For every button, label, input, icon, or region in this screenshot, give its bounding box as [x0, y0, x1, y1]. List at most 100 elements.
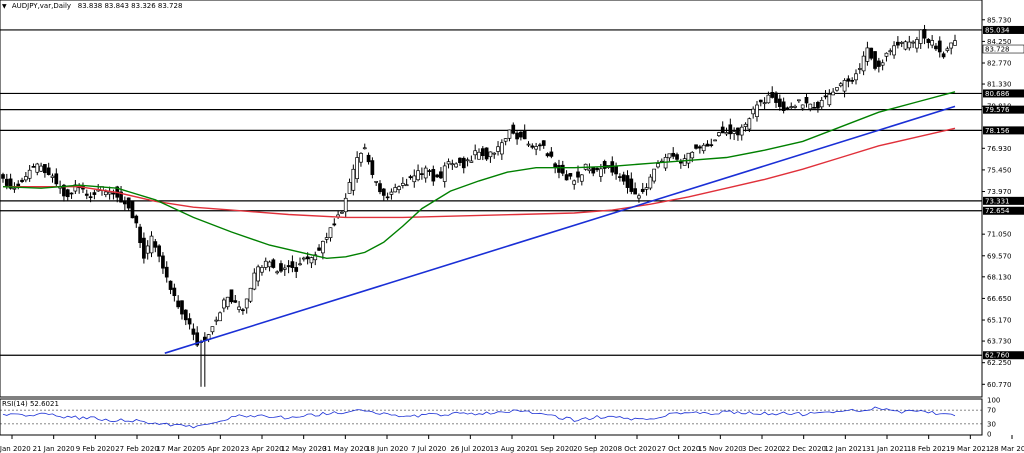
candle-body[interactable]	[134, 215, 139, 224]
candle-body[interactable]	[595, 167, 599, 171]
candle-body[interactable]	[290, 261, 295, 268]
candle-body[interactable]	[362, 147, 367, 150]
candle-body[interactable]	[88, 196, 93, 199]
candle-body[interactable]	[614, 166, 618, 175]
candle-body[interactable]	[43, 164, 47, 174]
candle-body[interactable]	[46, 167, 51, 175]
candle-body[interactable]	[176, 300, 181, 308]
trend-line[interactable]	[164, 105, 956, 354]
candle-body[interactable]	[431, 169, 436, 182]
candle-body[interactable]	[732, 131, 736, 134]
candle-body[interactable]	[8, 178, 13, 189]
candle-body[interactable]	[519, 131, 523, 138]
candle-body[interactable]	[50, 175, 55, 178]
candle-body[interactable]	[698, 146, 702, 149]
candle-body[interactable]	[869, 47, 874, 59]
candle-body[interactable]	[751, 108, 756, 115]
candle-body[interactable]	[214, 319, 219, 322]
candle-body[interactable]	[945, 48, 950, 51]
candle-body[interactable]	[301, 257, 306, 260]
candle-body[interactable]	[892, 45, 896, 56]
candle-body[interactable]	[884, 52, 889, 57]
candle-body[interactable]	[621, 174, 626, 182]
candle-body[interactable]	[359, 152, 363, 163]
candle-body[interactable]	[816, 101, 820, 109]
candle-body[interactable]	[797, 99, 801, 102]
candle-body[interactable]	[39, 165, 43, 172]
candle-body[interactable]	[35, 163, 40, 173]
candle-body[interactable]	[423, 167, 428, 179]
candle-body[interactable]	[343, 197, 348, 213]
candle-body[interactable]	[720, 126, 725, 134]
candle-body[interactable]	[183, 309, 188, 321]
candle-body[interactable]	[717, 132, 721, 137]
candle-body[interactable]	[244, 298, 249, 309]
candle-body[interactable]	[317, 247, 321, 251]
candle-body[interactable]	[20, 179, 24, 182]
candle-body[interactable]	[823, 95, 828, 98]
candle-body[interactable]	[412, 175, 417, 183]
moving-average-long-line[interactable]	[3, 127, 956, 219]
candle-body[interactable]	[427, 170, 432, 172]
candle-body[interactable]	[640, 188, 645, 192]
candle-body[interactable]	[701, 144, 706, 152]
candle-body[interactable]	[404, 184, 409, 187]
candle-body[interactable]	[804, 97, 809, 104]
candle-body[interactable]	[374, 181, 379, 183]
candle-body[interactable]	[656, 163, 660, 168]
candle-body[interactable]	[926, 38, 931, 43]
candle-body[interactable]	[332, 223, 337, 226]
candle-body[interactable]	[496, 146, 500, 152]
candle-body[interactable]	[484, 147, 489, 160]
candle-body[interactable]	[218, 312, 222, 322]
candle-body[interactable]	[480, 148, 485, 157]
candle-body[interactable]	[477, 151, 481, 160]
candle-body[interactable]	[256, 266, 260, 282]
candle-body[interactable]	[739, 126, 744, 136]
candle-body[interactable]	[896, 41, 900, 46]
candle-body[interactable]	[195, 332, 200, 346]
candle-body[interactable]	[747, 118, 752, 130]
candle-body[interactable]	[69, 192, 74, 195]
candle-body[interactable]	[461, 157, 466, 169]
dropdown-triangle-icon[interactable]: ▼	[2, 3, 7, 10]
candle-body[interactable]	[671, 152, 676, 157]
candle-body[interactable]	[922, 29, 927, 39]
candle-body[interactable]	[442, 165, 447, 182]
candle-body[interactable]	[545, 153, 550, 157]
candle-body[interactable]	[625, 175, 630, 188]
candle-body[interactable]	[488, 151, 493, 158]
candle-body[interactable]	[899, 42, 904, 44]
candle-body[interactable]	[953, 40, 957, 46]
candle-body[interactable]	[831, 91, 835, 96]
candle-body[interactable]	[397, 186, 401, 190]
candle-body[interactable]	[458, 157, 462, 163]
candle-body[interactable]	[541, 140, 546, 146]
candle-body[interactable]	[530, 145, 535, 148]
candle-body[interactable]	[420, 173, 424, 175]
candle-body[interactable]	[781, 101, 786, 111]
candle-body[interactable]	[526, 143, 531, 146]
candle-body[interactable]	[305, 256, 310, 260]
candle-body[interactable]	[861, 55, 866, 72]
candle-body[interactable]	[682, 158, 687, 166]
candle-body[interactable]	[210, 326, 215, 333]
candle-body[interactable]	[629, 178, 634, 192]
candle-body[interactable]	[770, 92, 775, 98]
candle-body[interactable]	[130, 201, 135, 219]
candle-body[interactable]	[857, 68, 862, 70]
candle-body[interactable]	[119, 191, 123, 203]
candle-body[interactable]	[694, 144, 698, 149]
candle-body[interactable]	[522, 130, 527, 140]
candle-body[interactable]	[602, 161, 607, 169]
candle-body[interactable]	[949, 42, 954, 49]
candle-body[interactable]	[439, 171, 443, 179]
candle-body[interactable]	[918, 29, 923, 44]
candle-body[interactable]	[164, 266, 169, 278]
candle-body[interactable]	[675, 154, 679, 160]
candle-body[interactable]	[27, 169, 32, 179]
candle-body[interactable]	[937, 40, 942, 53]
candle-body[interactable]	[880, 62, 885, 66]
price-panel[interactable]	[0, 24, 982, 387]
candle-body[interactable]	[648, 176, 653, 189]
